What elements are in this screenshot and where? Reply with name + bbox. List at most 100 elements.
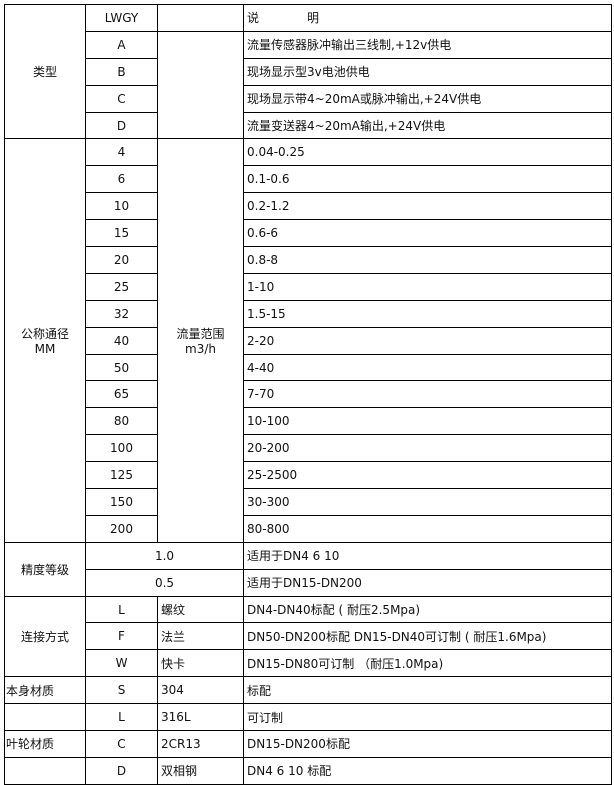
diameter-row: 80 10-100 [5, 407, 612, 436]
flow-range: 1-10 [243, 272, 612, 301]
nominal-size: 200 [85, 514, 158, 543]
diameter-label-line1: 公称通径 [20, 327, 69, 342]
material-name: 双相钢 [157, 756, 244, 785]
diameter-row: 125 25-2500 [5, 461, 612, 490]
material-row: 本身材质 S 304 标配 [4, 676, 612, 705]
nominal-size: 20 [85, 246, 158, 274]
material-description: DN15-DN200标配 [243, 730, 612, 758]
type-code: A [85, 30, 158, 59]
flow-range: 2-20 [243, 326, 612, 355]
connection-name: 螺纹 [157, 595, 244, 624]
diameter-row: 40 2-20 [5, 326, 612, 355]
accuracy-label: 精度等级 [4, 541, 86, 597]
diameter-row: 150 30-300 [5, 488, 612, 516]
diameter-row: 10 0.2-1.2 [5, 192, 612, 221]
accuracy-row: 0.5 适用于DN15-DN200 [5, 568, 612, 597]
type-description: 流量传感器脉冲输出三线制,+12v供电 [243, 30, 612, 59]
type-row: A 流量传感器脉冲输出三线制,+12v供电 [5, 30, 612, 140]
material-name: 316L [157, 703, 244, 732]
material-label [4, 703, 86, 732]
material-row: D 双相钢 DN4 6 10 标配 [4, 756, 612, 785]
accuracy-grade: 1.0 [85, 541, 244, 570]
type-description: 流量变送器4~20mA输出,+24V供电 [243, 111, 612, 140]
flow-range: 0.04-0.25 [243, 138, 612, 167]
connection-code: W [85, 649, 158, 678]
diameter-row: 50 4-40 [5, 353, 612, 382]
type-row: C 现场显示带4~20mA或脉冲输出,+24V供电 [5, 84, 612, 113]
connection-code: F [85, 622, 158, 651]
desc-header-left: 说 [247, 11, 260, 26]
material-row: 叶轮材质 C 2CR13 DN15-DN200标配 [4, 730, 612, 758]
diameter-row: 32 1.5-15 [5, 299, 612, 328]
diameter-row: 65 7-70 [5, 380, 612, 409]
material-code: C [85, 730, 158, 758]
type-description: 现场显示带4~20mA或脉冲输出,+24V供电 [243, 84, 612, 113]
type-code: D [85, 111, 158, 140]
material-description: DN4 6 10 标配 [243, 756, 612, 785]
accuracy-description: 适用于DN15-DN200 [243, 568, 612, 597]
diameter-row: 200 80-800 [5, 514, 612, 543]
flow-range: 30-300 [243, 488, 612, 516]
connection-name: 法兰 [157, 622, 244, 651]
connection-code: L [85, 595, 158, 624]
nominal-size: 10 [85, 192, 158, 221]
flow-range-label-line2: m3/h [185, 342, 216, 357]
material-row: L 316L 可订制 [4, 703, 612, 732]
diameter-row: 20 0.8-8 [5, 246, 612, 274]
nominal-size: 15 [85, 219, 158, 248]
flow-range-label-line1: 流量范围 [176, 327, 225, 342]
type-blank-cell [157, 30, 244, 140]
type-description: 现场显示型3v电池供电 [243, 57, 612, 86]
type-row: B 现场显示型3v电池供电 [5, 57, 612, 86]
nominal-size: 25 [85, 272, 158, 301]
diameter-label: 公称通径 MM [4, 138, 86, 543]
material-label [4, 756, 86, 785]
flow-range: 4-40 [243, 353, 612, 382]
description-header: 说明 [243, 4, 612, 32]
nominal-size: 40 [85, 326, 158, 355]
nominal-size: 50 [85, 353, 158, 382]
connection-name: 快卡 [157, 649, 244, 678]
material-name: 2CR13 [157, 730, 244, 758]
nominal-size: 100 [85, 434, 158, 463]
type-label: 类型 [4, 3, 86, 140]
accuracy-grade: 0.5 [85, 568, 244, 597]
accuracy-row: 精度等级 1.0 适用于DN4 6 10 [4, 541, 612, 597]
flow-range: 1.5-15 [243, 299, 612, 328]
material-code: S [85, 676, 158, 705]
material-label: 本身材质 [4, 676, 86, 705]
connection-description: DN15-DN80可订制 （耐压1.0Mpa) [243, 649, 612, 678]
diameter-row: 25 1-10 [5, 272, 612, 301]
nominal-size: 65 [85, 380, 158, 409]
nominal-size: 125 [85, 461, 158, 490]
material-description: 标配 [243, 676, 612, 705]
flow-range: 0.6-6 [243, 219, 612, 248]
header-row: 类型 LWGY 说明 [4, 3, 612, 140]
flow-range: 7-70 [243, 380, 612, 409]
nominal-size: 6 [85, 165, 158, 194]
flow-range: 20-200 [243, 434, 612, 463]
connection-row: W 快卡 DN15-DN80可订制 （耐压1.0Mpa) [5, 649, 612, 678]
flow-range: 0.8-8 [243, 246, 612, 274]
material-label: 叶轮材质 [4, 730, 86, 758]
connection-row: F 法兰 DN50-DN200标配 DN15-DN40可订制 ( 耐压1.6Mpa) [5, 622, 612, 651]
spec-table: 类型 LWGY 说明 A 流量传感器脉冲输出三线制,+12v供电 B 现场显示型3v电… [4, 3, 612, 785]
diameter-row: 公称通径 MM 4 流量范围 m3/h 0.04-0.25 [4, 138, 612, 543]
connection-label: 连接方式 [4, 595, 86, 678]
material-name: 304 [157, 676, 244, 705]
connection-description: DN4-DN40标配 ( 耐压2.5Mpa) [243, 595, 612, 624]
flow-range: 0.2-1.2 [243, 192, 612, 221]
type-code: C [85, 84, 158, 113]
nominal-size: 150 [85, 488, 158, 516]
diameter-row: 15 0.6-6 [5, 219, 612, 248]
type-row: D 流量变送器4~20mA输出,+24V供电 [5, 111, 612, 140]
flow-range-label: 流量范围 m3/h [157, 138, 244, 543]
material-description: 可订制 [243, 703, 612, 732]
diameter-label-line2: MM [34, 342, 56, 357]
flow-range: 25-2500 [243, 461, 612, 490]
connection-row: 连接方式 L 螺纹 DN4-DN40标配 ( 耐压2.5Mpa) [4, 595, 612, 678]
desc-header-right: 明 [307, 11, 320, 26]
material-code: D [85, 756, 158, 785]
flow-range: 80-800 [243, 514, 612, 543]
nominal-size: 32 [85, 299, 158, 328]
